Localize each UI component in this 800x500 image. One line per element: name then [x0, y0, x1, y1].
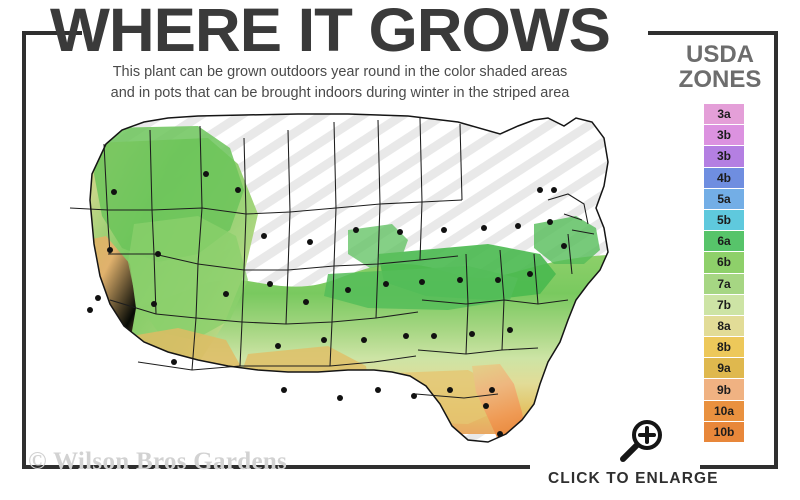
legend-zone-label: 10b [713, 424, 735, 439]
frame-border-top-right [648, 31, 778, 35]
legend-zone-label: 4b [716, 170, 731, 185]
hardiness-zone-map[interactable] [48, 104, 648, 449]
legend-zone-label: 7a [717, 276, 731, 291]
frame-border-bottom-right [700, 465, 778, 469]
map-city-markers [87, 171, 567, 437]
frame-border-left [22, 31, 26, 469]
legend-zone-7a-8: 7a [704, 273, 744, 295]
legend-zone-label: 9a [717, 361, 731, 376]
legend-zone-5a-4: 5a [704, 188, 744, 210]
legend-zone-3a-0: 3a [704, 104, 744, 126]
legend-zone-label: 8a [717, 318, 731, 333]
usda-zone-legend: 3a 3b 3b 4b 5a 5b 6a 6b 7a 7b 8a 8b 9a 9b 10a 10b [704, 104, 744, 443]
frame-border-top-left [22, 31, 82, 35]
legend-zone-label: 5a [717, 191, 731, 206]
map-country-outline [89, 113, 609, 443]
legend-zone-6a-6: 6a [704, 231, 744, 253]
legend-zone-label: 6b [716, 255, 731, 270]
legend-zone-9b-13: 9b [704, 379, 744, 401]
legend-zone-9a-12: 9a [704, 358, 744, 380]
map-state-borders [69, 117, 595, 399]
legend-zone-10a-14: 10a [704, 400, 744, 422]
watermark-copyright: © Wilson Bros Gardens [28, 448, 288, 475]
frame-border-bottom-left [22, 465, 530, 469]
legend-zone-label: 3b [716, 149, 731, 164]
frame-border-right [774, 31, 778, 469]
page-title: WHERE IT GROWS [50, 0, 611, 64]
legend-zone-7b-9: 7b [704, 294, 744, 316]
legend-zone-5b-5: 5b [704, 209, 744, 232]
legend-zone-label: 10a [713, 403, 735, 418]
legend-zone-label: 7b [716, 297, 731, 312]
legend-zone-3b-1: 3b [704, 125, 744, 147]
page-subtitle: This plant can be grown outdoors year ro… [110, 64, 570, 101]
legend-zone-label: 3b [716, 128, 731, 143]
legend-zone-label: 9b [716, 382, 731, 397]
magnifier-plus-icon[interactable] [614, 417, 668, 465]
legend-zone-3b-2: 3b [704, 146, 744, 168]
legend-zone-label: 8b [716, 340, 731, 355]
legend-zone-6b-7: 6b [704, 252, 744, 274]
click-to-enlarge-label[interactable]: CLICK TO ENLARGE [548, 470, 719, 487]
legend-zone-8a-10: 8a [704, 315, 744, 338]
legend-zone-label: 6a [717, 234, 731, 249]
legend-zone-label: 5b [716, 213, 731, 228]
legend-zone-8b-11: 8b [704, 337, 744, 359]
legend-heading: USDA ZONES [678, 41, 762, 94]
legend-zone-4b-3: 4b [704, 167, 744, 189]
legend-zone-label: 3a [717, 107, 731, 122]
legend-zone-10b-15: 10b [704, 421, 744, 443]
